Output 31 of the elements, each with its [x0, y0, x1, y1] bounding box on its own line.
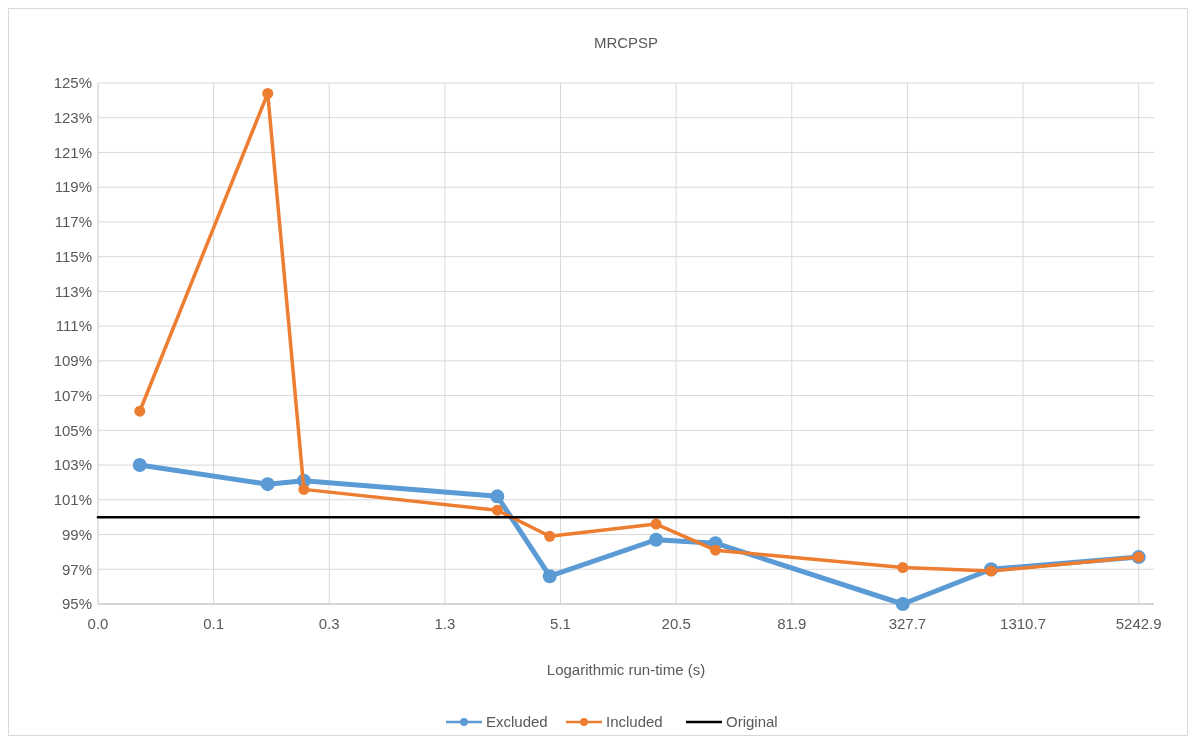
x-tick-label: 5242.9 — [1115, 615, 1162, 632]
x-tick-label: 1.3 — [434, 615, 456, 632]
y-tick-label: 115% — [54, 247, 92, 265]
y-tick-label: 119% — [54, 178, 92, 196]
x-tick-label: 0.3 — [318, 615, 340, 632]
y-tick-label: 95% — [61, 595, 92, 613]
y-tick-label: 107% — [53, 386, 92, 404]
y-tick-label: 105% — [53, 421, 92, 439]
x-axis-title: Logarithmic run-time (s) — [546, 661, 706, 678]
y-tick-label: 121% — [53, 143, 92, 161]
y-tick-label: 99% — [61, 525, 92, 543]
y-tick-label: 125% — [53, 74, 92, 92]
x-tick-label: 20.5 — [661, 615, 691, 632]
y-tick-label: 103% — [53, 456, 92, 474]
y-tick-label: 109% — [53, 352, 92, 370]
y-tick-label: 97% — [61, 560, 92, 578]
y-tick-label: 101% — [53, 491, 92, 509]
chart-title: MRCPSP — [593, 34, 659, 51]
x-tick-label: 1310.7 — [1000, 615, 1046, 632]
x-tick-label: 327.7 — [888, 615, 927, 632]
legend-label: Included — [606, 713, 663, 731]
legend-label: Original — [726, 713, 778, 731]
x-tick-label: 81.9 — [777, 615, 807, 632]
y-tick-label: 111% — [55, 317, 92, 335]
x-tick-label: 0.1 — [203, 615, 225, 632]
y-tick-label: 123% — [53, 108, 92, 126]
legend-label: Excluded — [486, 713, 548, 731]
y-tick-label: 113% — [54, 282, 92, 300]
x-tick-label: 0.0 — [87, 615, 109, 632]
x-tick-label: 5.1 — [550, 615, 571, 632]
y-tick-label: 117% — [54, 213, 92, 231]
